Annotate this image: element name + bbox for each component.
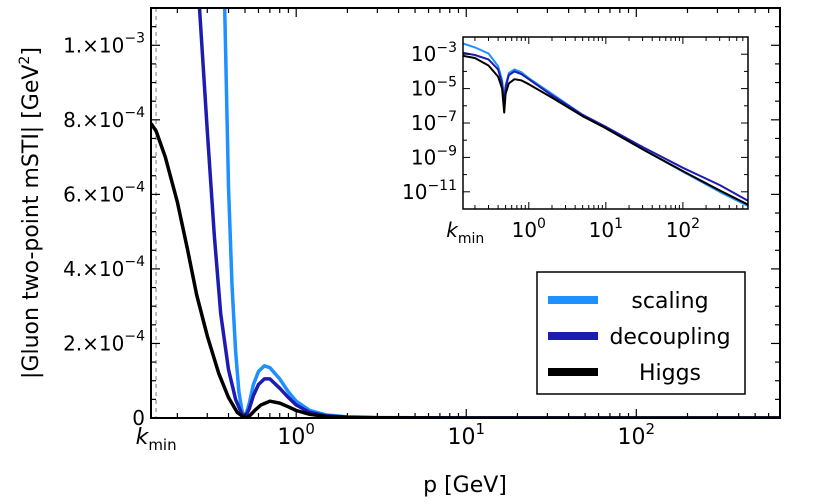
x-tick-label: 101: [447, 420, 485, 450]
inset-series-line-higgs: [463, 54, 748, 206]
y-tick-label: 6.×10−4: [63, 179, 145, 206]
main-y-axis: 0 2.×10−4 4.×10−4 6.×10−4 8.×10−4 1.×10−3: [63, 7, 780, 430]
inset-y-tick-label: 10−7: [411, 109, 457, 135]
inset-y-tick-label: 10−9: [411, 143, 457, 169]
legend-label-higgs: Higgs: [639, 361, 701, 386]
inset-y-tick-label: 10−5: [411, 75, 457, 101]
legend: scaling decoupling Higgs: [536, 271, 746, 395]
x-axis-title: p [GeV]: [423, 473, 507, 498]
main-plot: kmin 100 101 102 0 2.×10−4 4.×10−4 6.×10−4 8.×1…: [63, 7, 781, 454]
y-tick-label: 2.×10−4: [63, 328, 145, 355]
y-tick-label: 4.×10−4: [63, 254, 145, 281]
inset-x-tick-label: 100: [512, 216, 546, 242]
inset-x-tick-label: 102: [666, 216, 700, 242]
legend-label-scaling: scaling: [631, 289, 708, 314]
y-tick-label: 0: [132, 406, 145, 430]
inset-x-tick-label: kmin: [446, 218, 484, 247]
y-tick-label: 8.×10−4: [63, 105, 145, 132]
inset-series-group: [463, 42, 748, 207]
x-tick-label: 100: [277, 420, 315, 450]
y-axis-title: |Gluon two-point mSTI| [GeV2]: [17, 47, 44, 379]
y-tick-label: 1.×10−3: [63, 30, 145, 57]
x-tick-label: 102: [618, 420, 656, 450]
inset-y-tick-label: 10−3: [411, 40, 457, 66]
inset-y-axis: 10−3 10−5 10−7 10−9 10−11: [402, 36, 748, 210]
x-tick-label: kmin: [136, 425, 177, 454]
y-axis-title-exponent: 2: [17, 56, 33, 65]
inset-x-tick-label: 101: [589, 216, 623, 242]
y-axis-title-main: |Gluon two-point mSTI| [GeV: [19, 65, 44, 379]
inset-plot: kmin 100 101 102 10−3 10−5 10−7 10−9 10−11: [402, 36, 749, 247]
main-x-axis: kmin 100 101 102: [136, 8, 781, 454]
inset-x-axis: kmin 100 101 102: [446, 37, 749, 247]
legend-label-decoupling: decoupling: [609, 325, 730, 350]
y-axis-title-close: ]: [19, 47, 44, 56]
inset-y-tick-label: 10−11: [402, 178, 457, 204]
inset-series-line-decoupling: [463, 51, 748, 202]
